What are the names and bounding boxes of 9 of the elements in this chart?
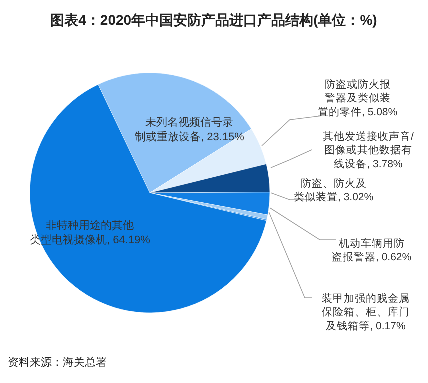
slice-label: 防盗、防火及类似装置, 3.02% [294,177,374,204]
slice-label: 非特种用途的其他类型电视摄像机, 64.19% [30,219,151,246]
slice-label: 防盗或防火报警器及类似装置的零件, 5.08% [318,78,398,118]
slice-label: 装甲加强的贱金属保险箱、柜、库门及钱箱等, 0.17% [322,292,410,332]
slice-label: 未列名视频信号录制或重放设备, 23.15% [135,116,245,144]
text: 资料来源：海关总署 [8,356,107,369]
chart-title: 图表4：2020年中国安防产品进口产品结构(单位：%) [50,12,378,28]
slice-label: 机动车辆用防盗报警器, 0.62% [332,237,412,264]
slice-label: 其他发送接收声音/图像或其他数据有线设备, 3.78% [323,130,414,170]
